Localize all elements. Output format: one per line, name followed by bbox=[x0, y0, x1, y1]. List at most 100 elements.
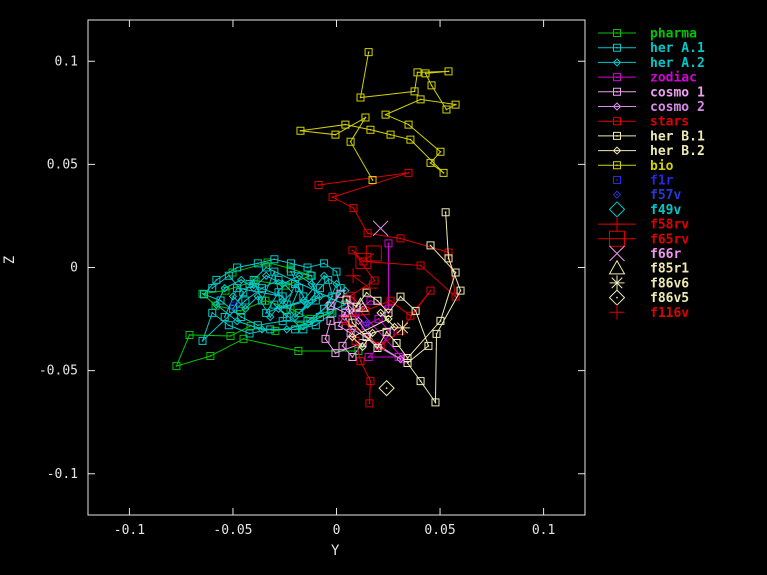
series-line bbox=[363, 253, 375, 262]
data-point-marker bbox=[439, 168, 448, 177]
legend-label: f85r1 bbox=[650, 262, 689, 277]
data-point-dot bbox=[317, 184, 320, 186]
legend-item-f1r: f1r bbox=[613, 174, 674, 189]
data-point-marker bbox=[282, 300, 291, 309]
legend-label: bio bbox=[650, 159, 674, 174]
data-point-marker bbox=[356, 93, 365, 102]
data-point-dot bbox=[364, 116, 367, 119]
data-point-dot bbox=[236, 320, 238, 322]
data-point-dot bbox=[244, 308, 247, 310]
data-point-dot bbox=[261, 328, 263, 331]
data-point-marker bbox=[266, 312, 275, 322]
legend-label: f1r bbox=[650, 174, 674, 189]
data-point-marker bbox=[362, 288, 371, 297]
data-point-marker bbox=[303, 263, 312, 272]
data-point-marker bbox=[342, 295, 351, 304]
data-point-marker bbox=[361, 113, 370, 122]
data-point-marker bbox=[320, 259, 329, 268]
data-point-dot bbox=[331, 295, 334, 298]
data-point-dot bbox=[324, 338, 327, 340]
series-her-b-2 bbox=[348, 308, 399, 352]
data-point-marker bbox=[282, 325, 292, 334]
data-point-dot bbox=[447, 70, 450, 73]
data-point-marker bbox=[294, 347, 303, 356]
data-point-marker bbox=[384, 308, 393, 317]
data-point-dot bbox=[387, 242, 390, 245]
data-point-marker bbox=[411, 306, 420, 315]
data-point-marker bbox=[612, 146, 622, 155]
data-point-marker bbox=[311, 321, 320, 330]
data-point-marker bbox=[286, 259, 295, 268]
data-point-dot bbox=[399, 358, 402, 360]
data-point-marker bbox=[341, 286, 350, 295]
data-point-marker bbox=[324, 275, 333, 284]
data-point-marker bbox=[441, 208, 450, 217]
data-point-marker bbox=[232, 316, 242, 326]
series-her-a-1 bbox=[198, 255, 349, 345]
data-point-marker bbox=[444, 254, 453, 263]
data-point-dot bbox=[175, 365, 178, 367]
data-point-dot bbox=[361, 305, 364, 308]
data-point-marker bbox=[381, 110, 390, 119]
legend-item-her-a-1: her A.1 bbox=[598, 41, 705, 56]
data-point-dot bbox=[616, 193, 618, 196]
data-point-marker bbox=[224, 321, 233, 330]
data-point-marker bbox=[245, 329, 254, 338]
data-point-marker bbox=[230, 301, 239, 310]
data-point-dot bbox=[351, 322, 354, 324]
data-point-marker bbox=[426, 158, 435, 167]
data-point-marker bbox=[348, 353, 357, 362]
data-point-marker bbox=[366, 377, 375, 386]
data-point-dot bbox=[359, 360, 362, 362]
data-point-dot bbox=[439, 320, 442, 322]
data-point-marker bbox=[220, 283, 229, 293]
data-point-marker bbox=[276, 284, 293, 301]
plot-frame bbox=[87, 19, 586, 516]
data-point-marker bbox=[442, 105, 451, 114]
y-tick-label: 0.1 bbox=[55, 54, 78, 69]
legend-label: zodiac bbox=[650, 71, 697, 86]
data-point-dot bbox=[254, 279, 257, 282]
x-axis-label: Y bbox=[331, 543, 340, 559]
data-point-marker bbox=[261, 271, 271, 280]
data-point-dot bbox=[319, 316, 321, 318]
data-point-marker bbox=[444, 67, 453, 76]
data-point-marker bbox=[608, 201, 626, 218]
series-line bbox=[345, 212, 462, 404]
axis-ticks bbox=[88, 20, 585, 515]
data-point-dot bbox=[351, 356, 354, 358]
data-point-marker bbox=[295, 284, 304, 293]
data-point-dot bbox=[329, 304, 332, 307]
data-point-marker bbox=[212, 275, 221, 284]
data-point-dot bbox=[248, 283, 251, 285]
data-point-dot bbox=[329, 320, 332, 322]
data-point-dot bbox=[273, 270, 276, 273]
series-f116v bbox=[347, 307, 363, 323]
data-point-marker bbox=[451, 268, 460, 277]
data-point-dot bbox=[211, 312, 213, 314]
data-point-marker bbox=[224, 271, 233, 280]
data-point-dot bbox=[354, 340, 357, 342]
data-point-dot bbox=[286, 328, 288, 331]
data-point-marker bbox=[359, 257, 368, 266]
data-point-marker bbox=[253, 292, 263, 301]
series-f65rv bbox=[355, 245, 382, 269]
data-point-marker bbox=[307, 316, 316, 326]
data-point-marker bbox=[404, 168, 413, 177]
data-point-dot bbox=[387, 312, 390, 314]
data-point-marker bbox=[347, 307, 363, 323]
legend-label: f86v6 bbox=[650, 276, 689, 291]
data-point-dot bbox=[261, 287, 263, 289]
data-point-marker bbox=[331, 349, 340, 358]
data-point-dot bbox=[252, 287, 255, 289]
data-point-marker bbox=[286, 267, 295, 276]
y-tick-label: 0.05 bbox=[47, 157, 78, 172]
x-tick-label: -0.05 bbox=[213, 523, 252, 538]
data-point-dot bbox=[439, 151, 442, 153]
data-point-marker bbox=[274, 304, 283, 313]
data-point-dot bbox=[319, 287, 321, 289]
data-point-dot bbox=[349, 140, 352, 143]
data-point-marker bbox=[299, 296, 308, 305]
data-point-dot bbox=[323, 275, 325, 277]
data-point-dot bbox=[371, 179, 374, 181]
